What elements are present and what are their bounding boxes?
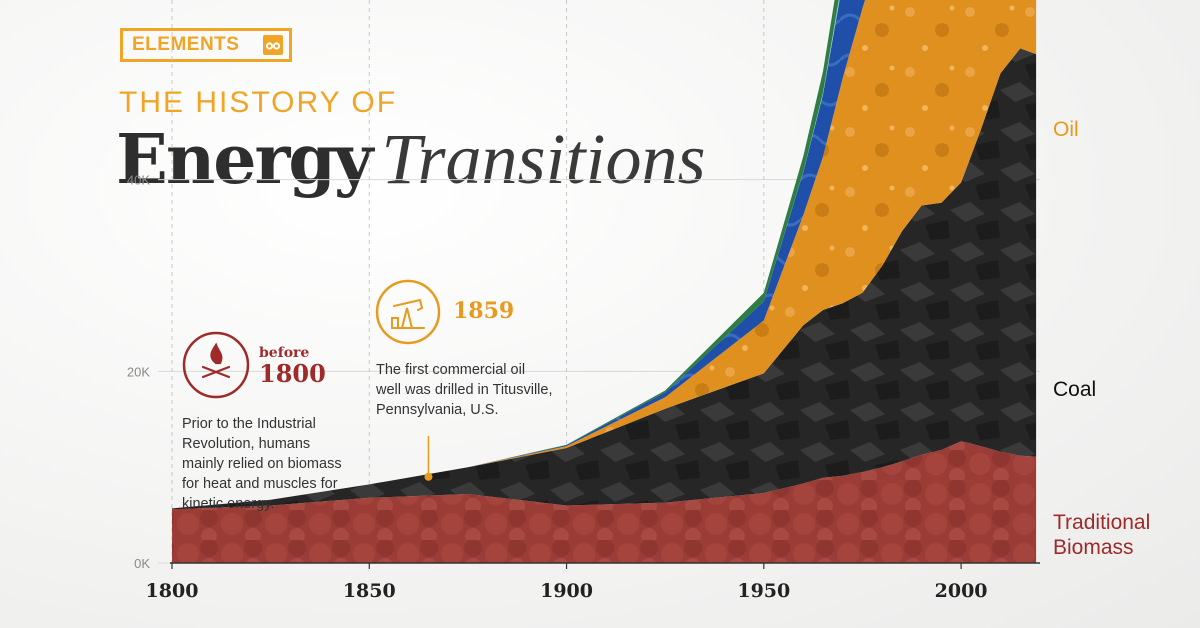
title-italic: Transitions (381, 119, 706, 199)
x-tick-label: 2000 (935, 580, 988, 602)
x-tick-label: 1900 (540, 580, 593, 602)
y1859-line: Pennsylvania, U.S. (376, 402, 499, 418)
series-label-biomass: Traditional Biomass (1053, 510, 1150, 560)
x-tick-label: 1950 (737, 580, 790, 602)
y1859-badge (375, 279, 441, 481)
y1859-circle (375, 279, 441, 345)
brand-logo: ELEMENTS (120, 28, 292, 62)
x-tick-label: 1850 (343, 580, 396, 602)
before1800-line: for heat and muscles for (182, 476, 338, 492)
before1800-text: Prior to the Industrial Revolution, huma… (182, 414, 342, 514)
y-tick-label: 0K (134, 556, 150, 571)
chart-areas (172, 0, 1037, 563)
series-label-biomass-line1: Traditional (1053, 511, 1151, 534)
chart-axes: 0K20K40K60K18001850190019502000 (127, 173, 1040, 602)
chart-subtitle: THE HISTORY OF (119, 86, 398, 119)
area-coal (172, 48, 1037, 510)
y1859-year: 1859 (453, 298, 515, 324)
y-tick-label: 40K (127, 173, 150, 188)
series-label-oil: Oil (1053, 118, 1079, 141)
y1859-text: The first commercial oil well was drille… (376, 360, 552, 420)
area-traditional-biomass (172, 441, 1037, 563)
series-label-coal: Coal (1053, 378, 1097, 401)
oil-pump-icon (391, 299, 425, 329)
area-oil (172, 0, 1037, 509)
title-bold: Energy (116, 120, 373, 200)
before1800-line: kinetic energy. (182, 496, 275, 512)
y-tick-label: 20K (127, 364, 150, 379)
before1800-line: mainly relied on biomass (182, 456, 342, 472)
elements-logo-icon (263, 35, 283, 55)
before1800-circle (182, 331, 250, 399)
before1800-line: Prior to the Industrial (182, 416, 316, 432)
y1859-line: The first commercial oil (376, 362, 526, 378)
chart-title: Energy Transitions (116, 118, 706, 201)
series-label-biomass-line2: Biomass (1053, 536, 1134, 559)
x-tick-label: 1800 (146, 580, 199, 602)
before1800-year: 1800 (259, 359, 326, 388)
brand-name: ELEMENTS (132, 34, 240, 55)
campfire-icon (201, 342, 231, 379)
before1800-badge (182, 331, 250, 399)
y1859-line: well was drilled in Titusville, (376, 382, 553, 398)
before1800-line: Revolution, humans (182, 436, 311, 452)
before1800-heading: before 1800 (259, 345, 326, 387)
y1859-marker-dot (424, 472, 433, 481)
before1800-kicker: before (259, 345, 310, 361)
